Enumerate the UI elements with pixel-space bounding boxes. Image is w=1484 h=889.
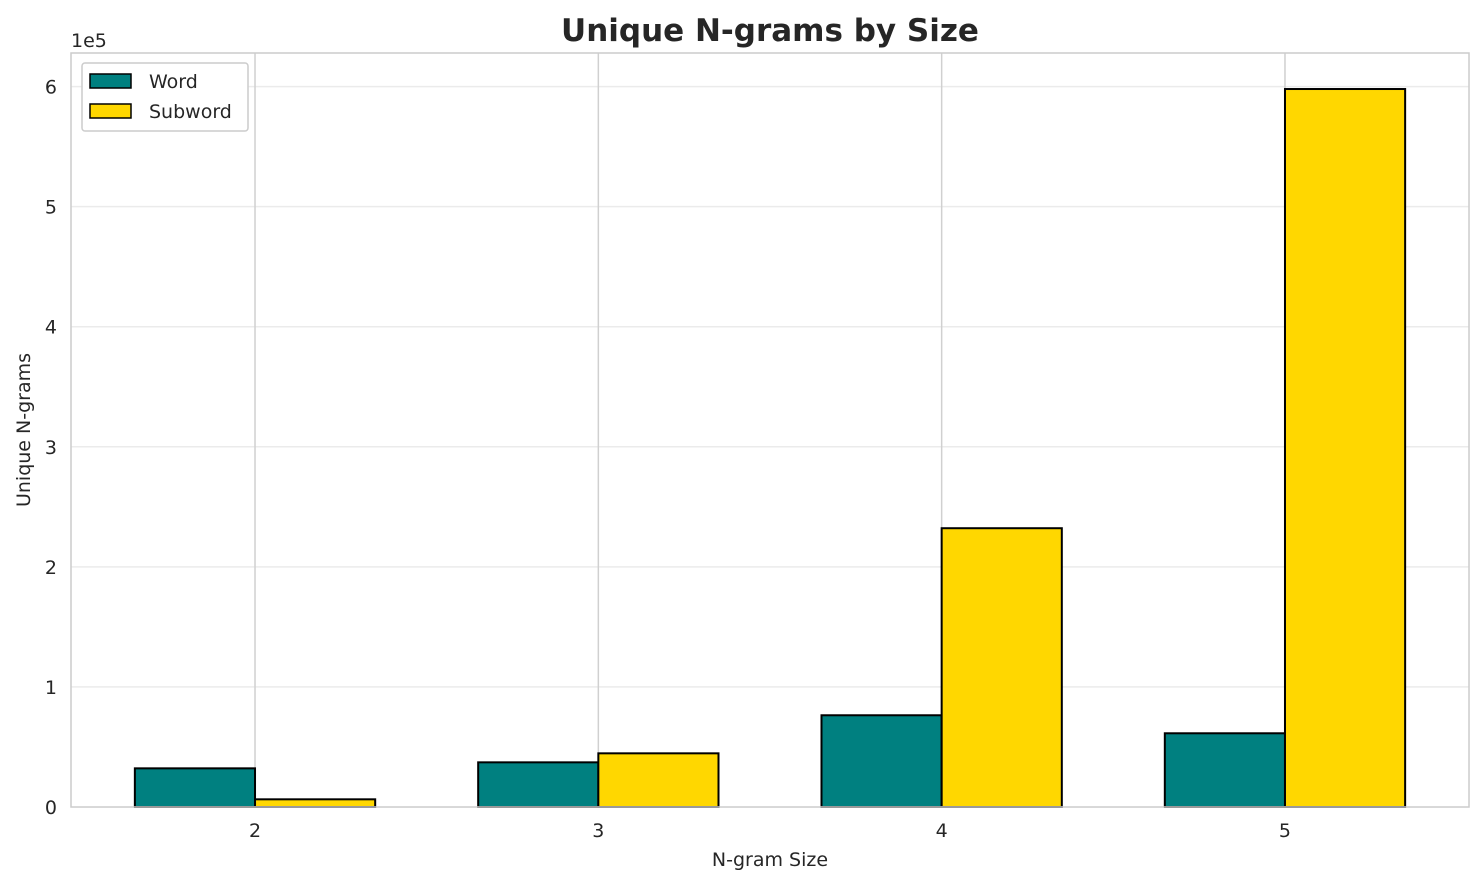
legend-swatch-subword — [89, 103, 132, 119]
y-tick-label: 2 — [45, 557, 57, 579]
bar-subword-4 — [940, 527, 1063, 808]
bar-word-2 — [133, 767, 257, 808]
bar-subword-5 — [1283, 88, 1407, 809]
legend-label-subword: Subword — [149, 101, 232, 123]
y-tick-label: 1 — [45, 677, 57, 699]
legend: Word Subword — [81, 62, 249, 132]
chart-title: Unique N-grams by Size — [561, 13, 979, 49]
y-tick-label: 3 — [45, 437, 57, 459]
plot-frame — [70, 52, 1470, 808]
y-axis-label: Unique N-grams — [13, 353, 35, 507]
y-tick-label: 6 — [45, 77, 57, 99]
x-axis-label: N-gram Size — [712, 849, 828, 871]
x-tick-label: 3 — [592, 820, 604, 842]
x-tick-label: 2 — [249, 820, 261, 842]
y-tick-label: 0 — [45, 797, 57, 819]
bar-subword-3 — [597, 752, 720, 809]
y-tick-label: 5 — [45, 197, 57, 219]
bar-subword-2 — [254, 798, 377, 808]
bar-word-4 — [820, 714, 943, 809]
y-offset-label: 1e5 — [71, 30, 107, 52]
legend-swatch-word — [89, 73, 132, 89]
bar-word-5 — [1163, 732, 1286, 808]
legend-label-word: Word — [149, 71, 198, 93]
x-tick-label: 4 — [936, 820, 948, 842]
x-tick-label: 5 — [1279, 820, 1291, 842]
y-tick-label: 4 — [45, 317, 57, 339]
bar-word-3 — [477, 761, 600, 808]
